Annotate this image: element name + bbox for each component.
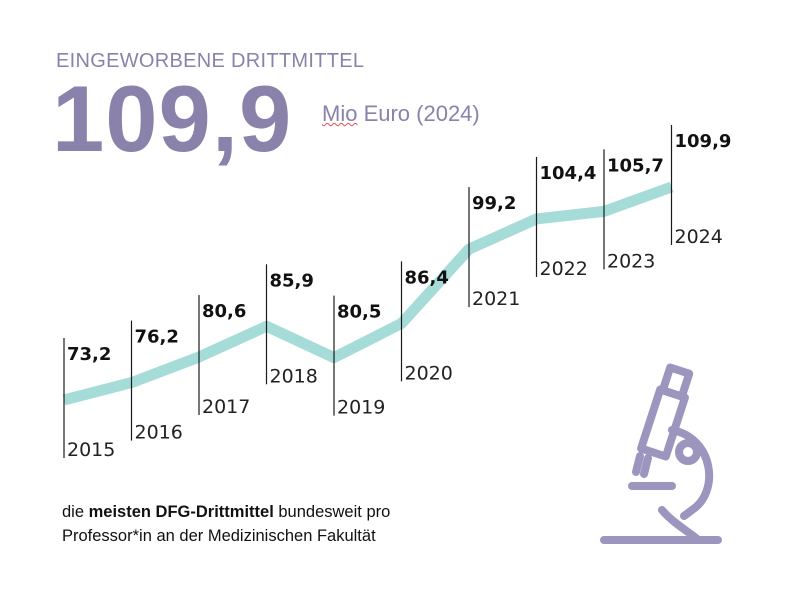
year-label: 2020 bbox=[405, 362, 453, 384]
microscope-icon bbox=[600, 363, 722, 544]
data-label: 80,5 bbox=[337, 302, 381, 323]
headline-value: 109,9 bbox=[52, 66, 293, 171]
year-label: 2016 bbox=[135, 422, 183, 444]
trend-line bbox=[62, 181, 674, 406]
caption-bold: meisten DFG-Drittmittel bbox=[88, 503, 274, 521]
data-label: 73,2 bbox=[67, 344, 111, 365]
year-label: 2023 bbox=[607, 250, 655, 272]
caption-text-2: bundesweit pro bbox=[273, 503, 391, 521]
year-label: 2015 bbox=[67, 439, 115, 461]
headline-unit: Mio Euro (2024) bbox=[322, 101, 480, 127]
data-label: 80,6 bbox=[202, 301, 246, 322]
data-label: 76,2 bbox=[135, 327, 179, 348]
year-label: 2017 bbox=[202, 396, 250, 418]
data-label: 104,4 bbox=[540, 163, 597, 184]
caption: die meisten DFG-Drittmittel bundesweit p… bbox=[62, 500, 390, 548]
year-label: 2022 bbox=[540, 258, 588, 280]
data-label: 105,7 bbox=[607, 155, 664, 176]
data-label: 99,2 bbox=[472, 193, 516, 214]
caption-text: die bbox=[62, 503, 89, 521]
chart-title: EINGEWORBENE DRITTMITTEL bbox=[56, 50, 365, 72]
year-label: 2021 bbox=[472, 288, 520, 310]
data-label: 109,9 bbox=[675, 131, 732, 152]
year-label: 2018 bbox=[270, 365, 318, 387]
year-label: 2024 bbox=[675, 226, 723, 248]
data-label: 86,4 bbox=[405, 267, 449, 288]
unit-first-word: Mio bbox=[322, 101, 358, 126]
unit-rest: Euro (2024) bbox=[357, 101, 480, 126]
caption-line-2: Professor*in an der Medizinischen Fakult… bbox=[62, 527, 376, 545]
year-label: 2019 bbox=[337, 397, 385, 419]
data-label: 85,9 bbox=[270, 270, 314, 291]
